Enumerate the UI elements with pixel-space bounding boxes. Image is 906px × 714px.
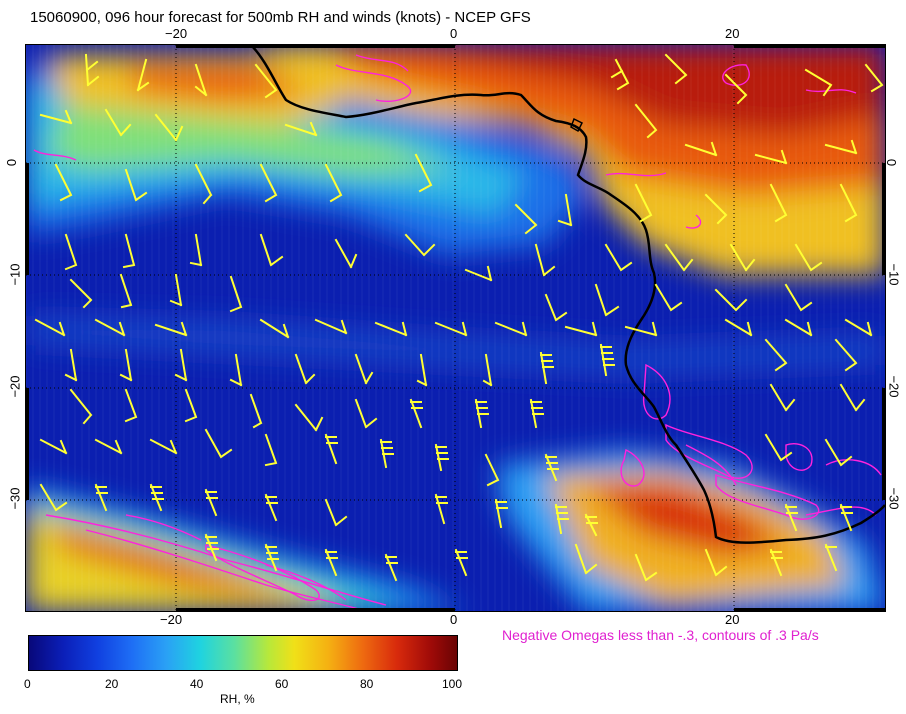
colorbar-label: RH, %: [220, 692, 255, 706]
left-ytick-label: −20: [7, 375, 23, 398]
right-ytick-label: 0: [884, 158, 900, 167]
right-ytick-label: −10: [886, 263, 902, 286]
colorbar-tick: 60: [275, 677, 289, 691]
omega-legend-note: Negative Omegas less than -.3, contours …: [502, 627, 819, 643]
right-ytick-label: −30: [886, 487, 902, 510]
rh-wind-map[interactable]: [25, 44, 886, 612]
bottom-xtick-label: −20: [160, 612, 183, 627]
bottom-xtick-label: 0: [450, 612, 458, 627]
colorbar-tick: 0: [24, 677, 31, 691]
colorbar-tick: 80: [360, 677, 374, 691]
bottom-xtick-label: 20: [725, 612, 740, 627]
left-ytick-label: −10: [7, 263, 23, 286]
top-xtick-label: −20: [165, 26, 188, 41]
map-canvas: [26, 45, 885, 611]
colorbar-tick: 100: [442, 677, 463, 691]
wind-barbs: [34, 53, 884, 582]
rh-colorbar: [28, 635, 458, 671]
top-xtick-label: 20: [725, 26, 740, 41]
colorbar-tick: 40: [190, 677, 204, 691]
colorbar-tick: 20: [105, 677, 119, 691]
top-xtick-label: 0: [450, 26, 458, 41]
coastline: [250, 45, 885, 544]
left-ytick-label: −30: [7, 487, 23, 510]
left-ytick-label: 0: [4, 158, 20, 167]
rh-field-bands: [26, 45, 885, 611]
right-ytick-label: −20: [886, 375, 902, 398]
map-title: 15060900, 096 hour forecast for 500mb RH…: [30, 9, 531, 26]
